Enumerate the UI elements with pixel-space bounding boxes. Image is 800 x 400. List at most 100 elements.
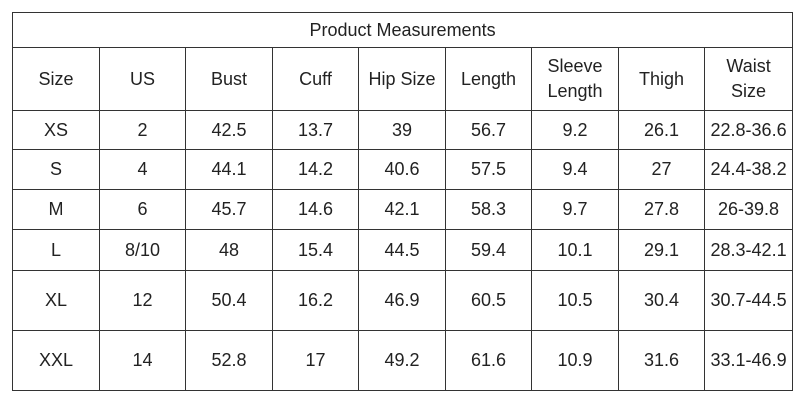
cell: 9.7 (531, 189, 619, 230)
cell: 56.7 (445, 110, 532, 150)
cell-text: 49.2 (384, 350, 420, 370)
cell-text: 46.9 (384, 290, 420, 310)
cell-text: 42.5 (211, 119, 247, 140)
cell: 49.2 (358, 330, 446, 391)
cell-text: 33.1-46.9 (710, 350, 787, 370)
cell-text: 45.7 (211, 199, 247, 219)
cell: 30.4 (618, 270, 705, 331)
cell: 10.9 (531, 330, 619, 391)
cell-text: 6 (137, 199, 148, 219)
cell-text: 14.2 (297, 159, 334, 179)
cell: 27.8 (618, 189, 705, 230)
cell: 46.9 (358, 270, 446, 331)
cell: 24.4-38.2 (703, 149, 794, 190)
data-row: L 8/10 48 15.4 44.5 59.4 10.1 29.1 28.3-42.1 (12, 229, 794, 271)
cell-text: 27 (651, 159, 672, 179)
title-row: Product Measurements (11, 12, 794, 48)
cell-text: 10.9 (557, 350, 593, 370)
cell: 59.4 (445, 229, 532, 271)
cell-text: 61.6 (470, 350, 507, 370)
cell-text: 24.4-38.2 (710, 159, 787, 179)
cell-text: Hip Size (368, 68, 436, 89)
cell-text: 26.1 (643, 119, 680, 140)
cell-text: 9.4 (562, 159, 588, 179)
header-cell: Sleeve Length (531, 47, 619, 111)
cell-text: Waist Size (726, 56, 771, 101)
cell: 16.2 (272, 270, 359, 331)
cell: 9.4 (531, 149, 619, 190)
cell: 2 (99, 110, 186, 150)
cell: 4 (99, 149, 186, 190)
cell: 28.3-42.1 (703, 229, 794, 271)
header-cell: Waist Size (703, 47, 794, 111)
cell-text: Bust (210, 68, 248, 89)
cell-text: 12 (132, 290, 153, 310)
cell-text: XXL (38, 350, 74, 370)
cell: 50.4 (185, 270, 273, 331)
cell: 26.1 (618, 110, 705, 150)
cell-text: Sleeve Length (547, 56, 603, 101)
header-row: Size US Bust Cuff Hip Size Length Sleeve Lengt… (12, 47, 794, 111)
cell-text: 40.6 (384, 159, 420, 179)
cell-text: Cuff (299, 68, 332, 89)
cell-text: Size (38, 68, 74, 89)
data-row: XS 2 42.5 13.7 39 56.7 9.2 26.1 22.8-36.6 (12, 110, 794, 150)
cell-text: 14.6 (297, 199, 334, 219)
cell: 14.2 (272, 149, 359, 190)
cell-text: 9.2 (562, 119, 588, 140)
cell-text: Length (460, 68, 517, 89)
cell: XXL (12, 330, 100, 391)
header-cell: Size (12, 47, 100, 111)
cell: 14 (99, 330, 186, 391)
cell-text: 17 (305, 350, 326, 370)
cell-text: 30.4 (643, 290, 680, 310)
data-row: M 6 45.7 14.6 42.1 58.3 9.7 27.8 26-39.8 (12, 189, 794, 230)
cell-text: 60.5 (470, 290, 507, 310)
cell: 9.2 (531, 110, 619, 150)
cell: 27 (618, 149, 705, 190)
cell: 44.5 (358, 229, 446, 271)
cell-text: 4 (137, 159, 148, 179)
cell: 40.6 (358, 149, 446, 190)
cell-text: 28.3-42.1 (710, 239, 787, 260)
cell-text: 10.1 (557, 239, 593, 260)
cell: XL (12, 270, 100, 331)
header-cell: Length (445, 47, 532, 111)
cell-text: 31.6 (643, 350, 680, 370)
cell-text: 2 (137, 119, 148, 140)
table-body: Product Measurements Size US Bust Cuff Hip S… (11, 12, 794, 391)
cell: 26-39.8 (703, 189, 794, 230)
cell-text: 15.4 (297, 239, 334, 260)
cell: 12 (99, 270, 186, 331)
data-row: XL 12 50.4 16.2 46.9 60.5 10.5 30.4 30.7-44.5 (12, 270, 794, 331)
cell-text: 39 (391, 119, 413, 140)
cell-text: S (49, 159, 62, 179)
cell-text: 44.5 (384, 239, 420, 260)
cell: 10.5 (531, 270, 619, 331)
cell-text: 30.7-44.5 (710, 290, 787, 310)
cell: 10.1 (531, 229, 619, 271)
measurements-table: Product Measurements Size US Bust Cuff Hip S… (11, 12, 794, 391)
cell: 42.1 (358, 189, 446, 230)
data-row: S 4 44.1 14.2 40.6 57.5 9.4 27 24.4-38.2 (12, 149, 794, 190)
header-cell: Bust (185, 47, 273, 111)
cell-text: XL (44, 290, 68, 310)
cell: 45.7 (185, 189, 273, 230)
cell-text: 29.1 (643, 239, 680, 260)
header-cell: Hip Size (358, 47, 446, 111)
cell-text: M (48, 199, 64, 219)
cell-text: 26-39.8 (718, 199, 780, 219)
cell-text: Thigh (638, 68, 685, 89)
cell: M (12, 189, 100, 230)
cell: 58.3 (445, 189, 532, 230)
cell-text: US (129, 68, 155, 89)
cell: 39 (358, 110, 446, 150)
cell-text: 58.3 (470, 199, 507, 219)
cell-text: 8/10 (124, 239, 161, 260)
cell-text: 56.7 (470, 119, 507, 140)
cell: 15.4 (272, 229, 359, 271)
cell-text: 52.8 (211, 350, 247, 370)
header-cell: US (99, 47, 186, 111)
cell: 29.1 (618, 229, 705, 271)
